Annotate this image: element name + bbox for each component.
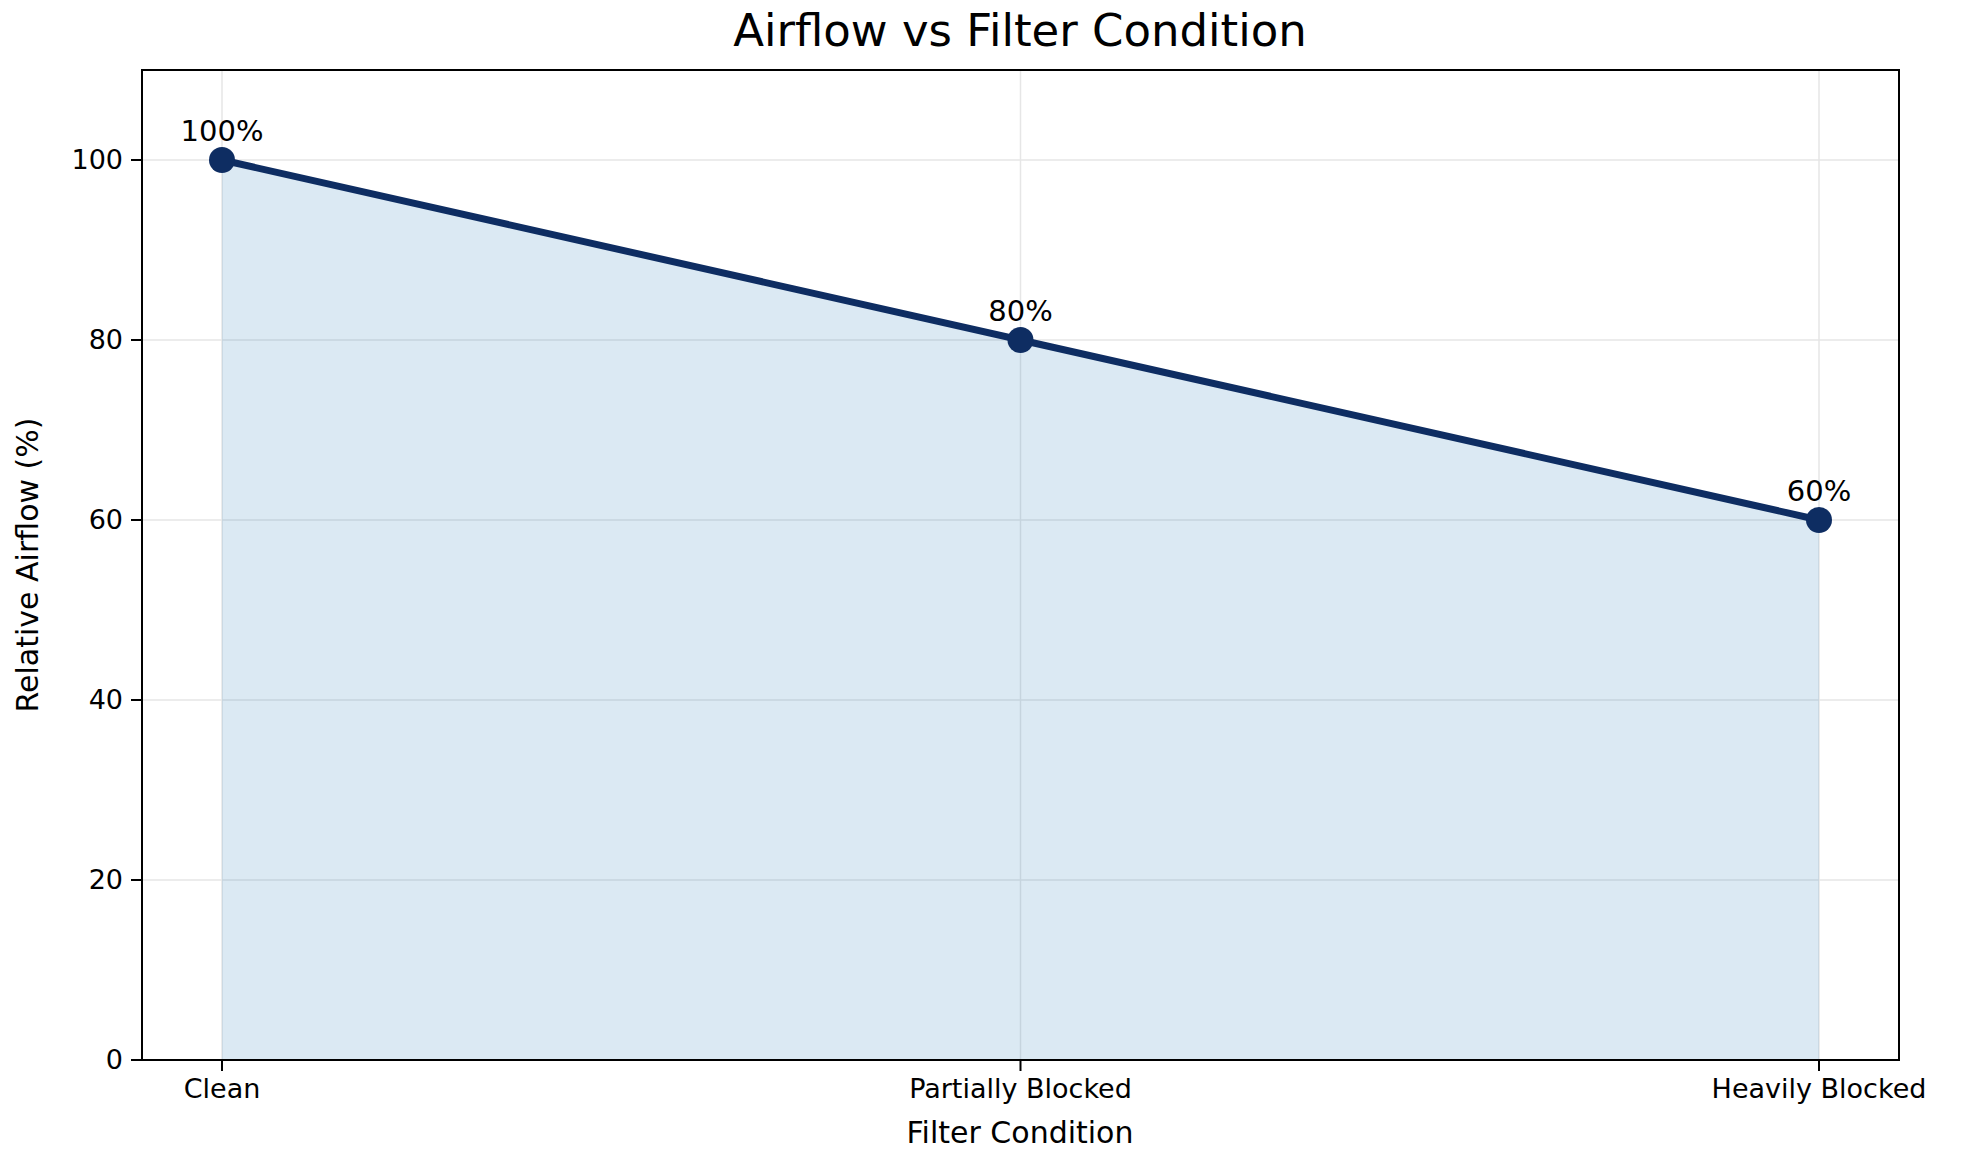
y-tick-label: 60 [89,504,123,535]
x-tick-label: Heavily Blocked [1712,1073,1927,1104]
x-tick-label: Clean [184,1073,261,1104]
y-tick-label: 0 [106,1044,123,1075]
data-point [1806,507,1832,533]
y-tick-label: 40 [89,684,123,715]
point-value-label: 100% [181,114,264,148]
data-point [1008,327,1034,353]
figure: 100% 80% 60% 0 20 40 60 80 100 Clean Partially Bl… [0,0,1961,1172]
y-tick-label: 80 [89,324,123,355]
x-axis-label: Filter Condition [907,1115,1134,1150]
airflow-line-chart: 100% 80% 60% 0 20 40 60 80 100 Clean Partially Bl… [0,0,1961,1172]
data-point [209,147,235,173]
chart-title: Airflow vs Filter Condition [733,4,1307,57]
y-axis-label: Relative Airflow (%) [10,418,45,713]
point-value-label: 60% [1787,474,1851,508]
point-value-label: 80% [988,294,1052,328]
x-tick-label: Partially Blocked [909,1073,1132,1104]
y-tick-label: 100 [71,144,123,175]
y-tick-label: 20 [89,864,123,895]
